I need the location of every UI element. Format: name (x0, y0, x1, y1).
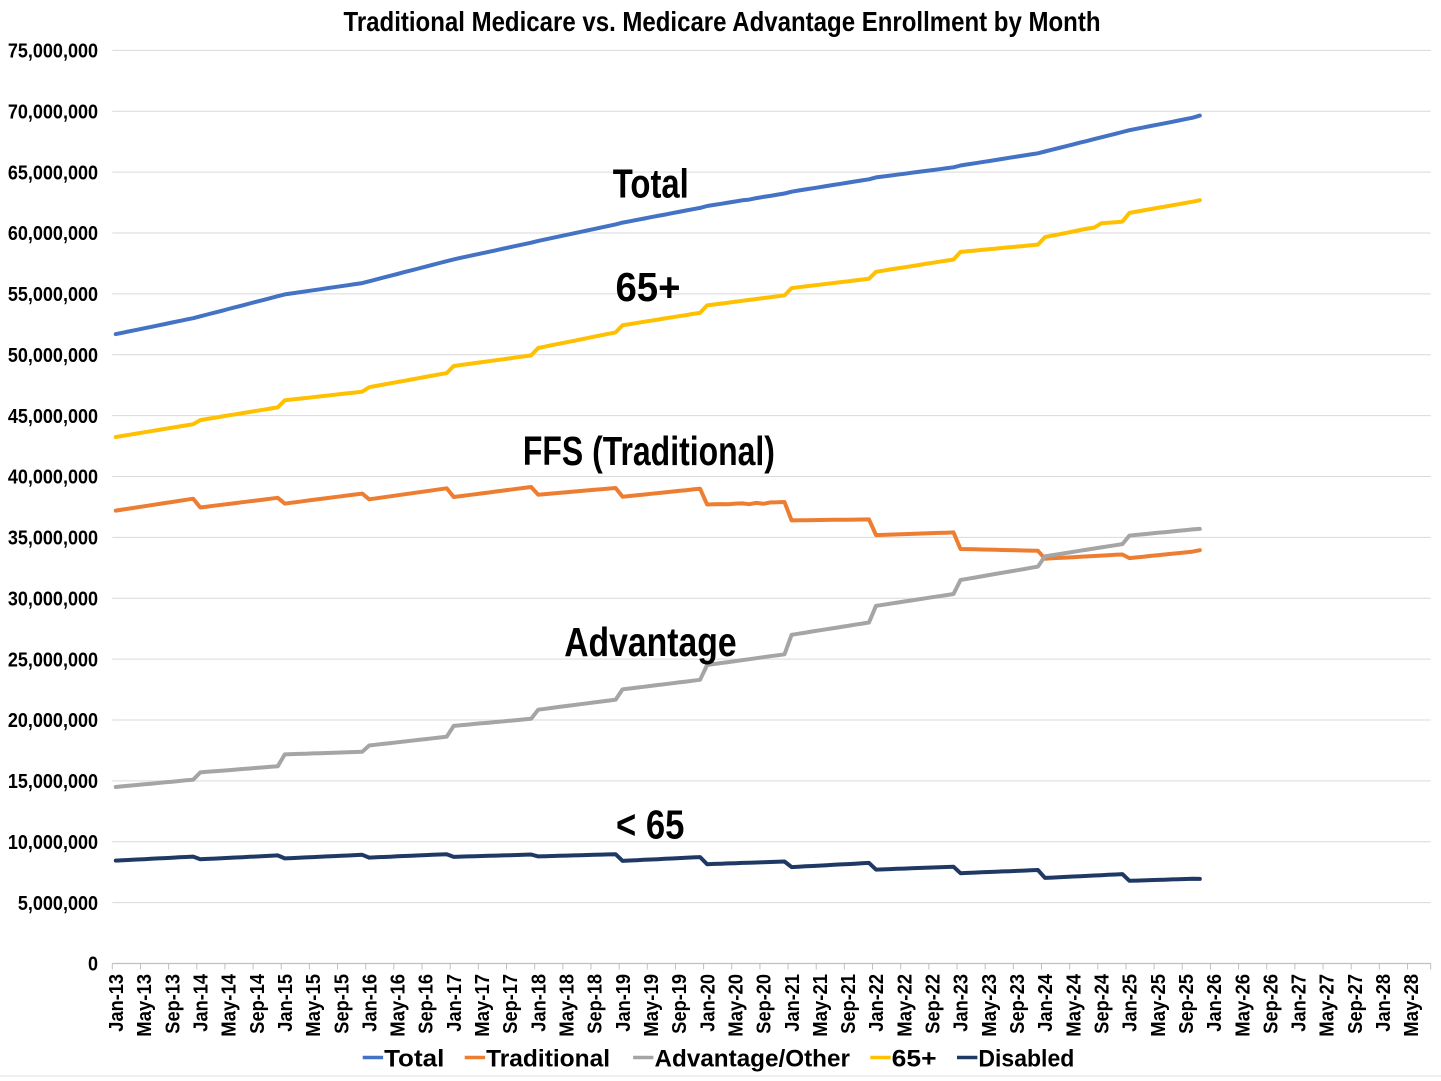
svg-text:15,000,000: 15,000,000 (8, 771, 98, 793)
svg-text:May-19: May-19 (641, 974, 663, 1037)
svg-text:Sep-24: Sep-24 (1092, 973, 1114, 1033)
svg-text:Sep-18: Sep-18 (585, 974, 607, 1034)
svg-text:Jan-15: Jan-15 (275, 974, 297, 1032)
svg-text:May-21: May-21 (810, 974, 832, 1037)
svg-text:70,000,000: 70,000,000 (8, 102, 98, 124)
svg-text:May-16: May-16 (388, 974, 410, 1037)
svg-text:75,000,000: 75,000,000 (8, 41, 98, 63)
svg-text:50,000,000: 50,000,000 (8, 345, 98, 367)
svg-text:65,000,000: 65,000,000 (8, 162, 98, 184)
svg-text:Jan-22: Jan-22 (866, 974, 888, 1032)
svg-text:65+: 65+ (616, 264, 681, 310)
svg-text:May-20: May-20 (726, 974, 748, 1037)
svg-text:Traditional: Traditional (486, 1045, 610, 1072)
svg-text:May-14: May-14 (219, 973, 241, 1037)
svg-text:Jan-28: Jan-28 (1373, 974, 1395, 1032)
svg-text:May-17: May-17 (472, 974, 494, 1037)
svg-text:Sep-17: Sep-17 (500, 974, 522, 1034)
svg-text:65+: 65+ (892, 1045, 937, 1072)
svg-text:Jan-18: Jan-18 (528, 974, 550, 1032)
svg-text:May-28: May-28 (1401, 974, 1423, 1037)
svg-text:May-26: May-26 (1232, 974, 1254, 1037)
svg-text:Traditional Medicare vs. Medic: Traditional Medicare vs. Medicare Advant… (344, 6, 1101, 37)
svg-text:30,000,000: 30,000,000 (8, 588, 98, 610)
svg-text:Disabled: Disabled (978, 1045, 1074, 1072)
svg-text:Sep-15: Sep-15 (331, 974, 353, 1034)
svg-text:May-27: May-27 (1317, 974, 1339, 1037)
svg-text:Jan-13: Jan-13 (106, 974, 128, 1032)
svg-text:Sep-20: Sep-20 (754, 974, 776, 1034)
svg-text:Jan-27: Jan-27 (1289, 974, 1311, 1032)
svg-text:May-18: May-18 (557, 974, 579, 1037)
svg-text:Jan-24: Jan-24 (1035, 973, 1057, 1031)
svg-text:Sep-27: Sep-27 (1345, 974, 1367, 1034)
svg-text:Jan-20: Jan-20 (697, 974, 719, 1032)
svg-text:Jan-26: Jan-26 (1204, 974, 1226, 1032)
svg-text:May-15: May-15 (303, 974, 325, 1037)
svg-text:Jan-23: Jan-23 (951, 974, 973, 1032)
svg-text:45,000,000: 45,000,000 (8, 406, 98, 428)
svg-text:May-25: May-25 (1148, 974, 1170, 1037)
svg-text:Jan-17: Jan-17 (444, 974, 466, 1032)
svg-text:May-22: May-22 (894, 974, 916, 1037)
svg-text:Sep-23: Sep-23 (1007, 974, 1029, 1034)
svg-text:60,000,000: 60,000,000 (8, 223, 98, 245)
svg-text:Sep-25: Sep-25 (1176, 974, 1198, 1034)
svg-text:40,000,000: 40,000,000 (8, 467, 98, 489)
svg-text:35,000,000: 35,000,000 (8, 528, 98, 550)
svg-text:55,000,000: 55,000,000 (8, 284, 98, 306)
svg-text:Sep-13: Sep-13 (162, 974, 184, 1034)
svg-text:5,000,000: 5,000,000 (18, 893, 98, 915)
svg-text:Sep-26: Sep-26 (1260, 974, 1282, 1034)
svg-text:Advantage: Advantage (564, 619, 736, 665)
svg-text:25,000,000: 25,000,000 (8, 649, 98, 671)
svg-text:0: 0 (88, 954, 98, 976)
svg-text:FFS (Traditional): FFS (Traditional) (523, 428, 775, 474)
svg-text:Jan-19: Jan-19 (613, 974, 635, 1032)
svg-text:Jan-16: Jan-16 (359, 974, 381, 1032)
svg-text:Sep-16: Sep-16 (416, 974, 438, 1034)
svg-text:May-23: May-23 (979, 974, 1001, 1037)
svg-text:Jan-21: Jan-21 (782, 974, 804, 1032)
svg-text:20,000,000: 20,000,000 (8, 710, 98, 732)
svg-text:Jan-14: Jan-14 (191, 973, 213, 1031)
svg-text:May-13: May-13 (134, 974, 156, 1037)
svg-text:Advantage/Other: Advantage/Other (655, 1045, 850, 1072)
svg-text:Jan-25: Jan-25 (1120, 974, 1142, 1032)
svg-text:< 65: < 65 (616, 802, 684, 848)
svg-text:May-24: May-24 (1063, 973, 1085, 1037)
svg-text:Sep-14: Sep-14 (247, 973, 269, 1033)
svg-text:Total: Total (613, 160, 689, 206)
svg-text:Total: Total (384, 1045, 444, 1072)
svg-text:Sep-21: Sep-21 (838, 974, 860, 1034)
svg-text:Sep-22: Sep-22 (923, 974, 945, 1034)
svg-text:Sep-19: Sep-19 (669, 974, 691, 1034)
svg-text:10,000,000: 10,000,000 (8, 832, 98, 854)
